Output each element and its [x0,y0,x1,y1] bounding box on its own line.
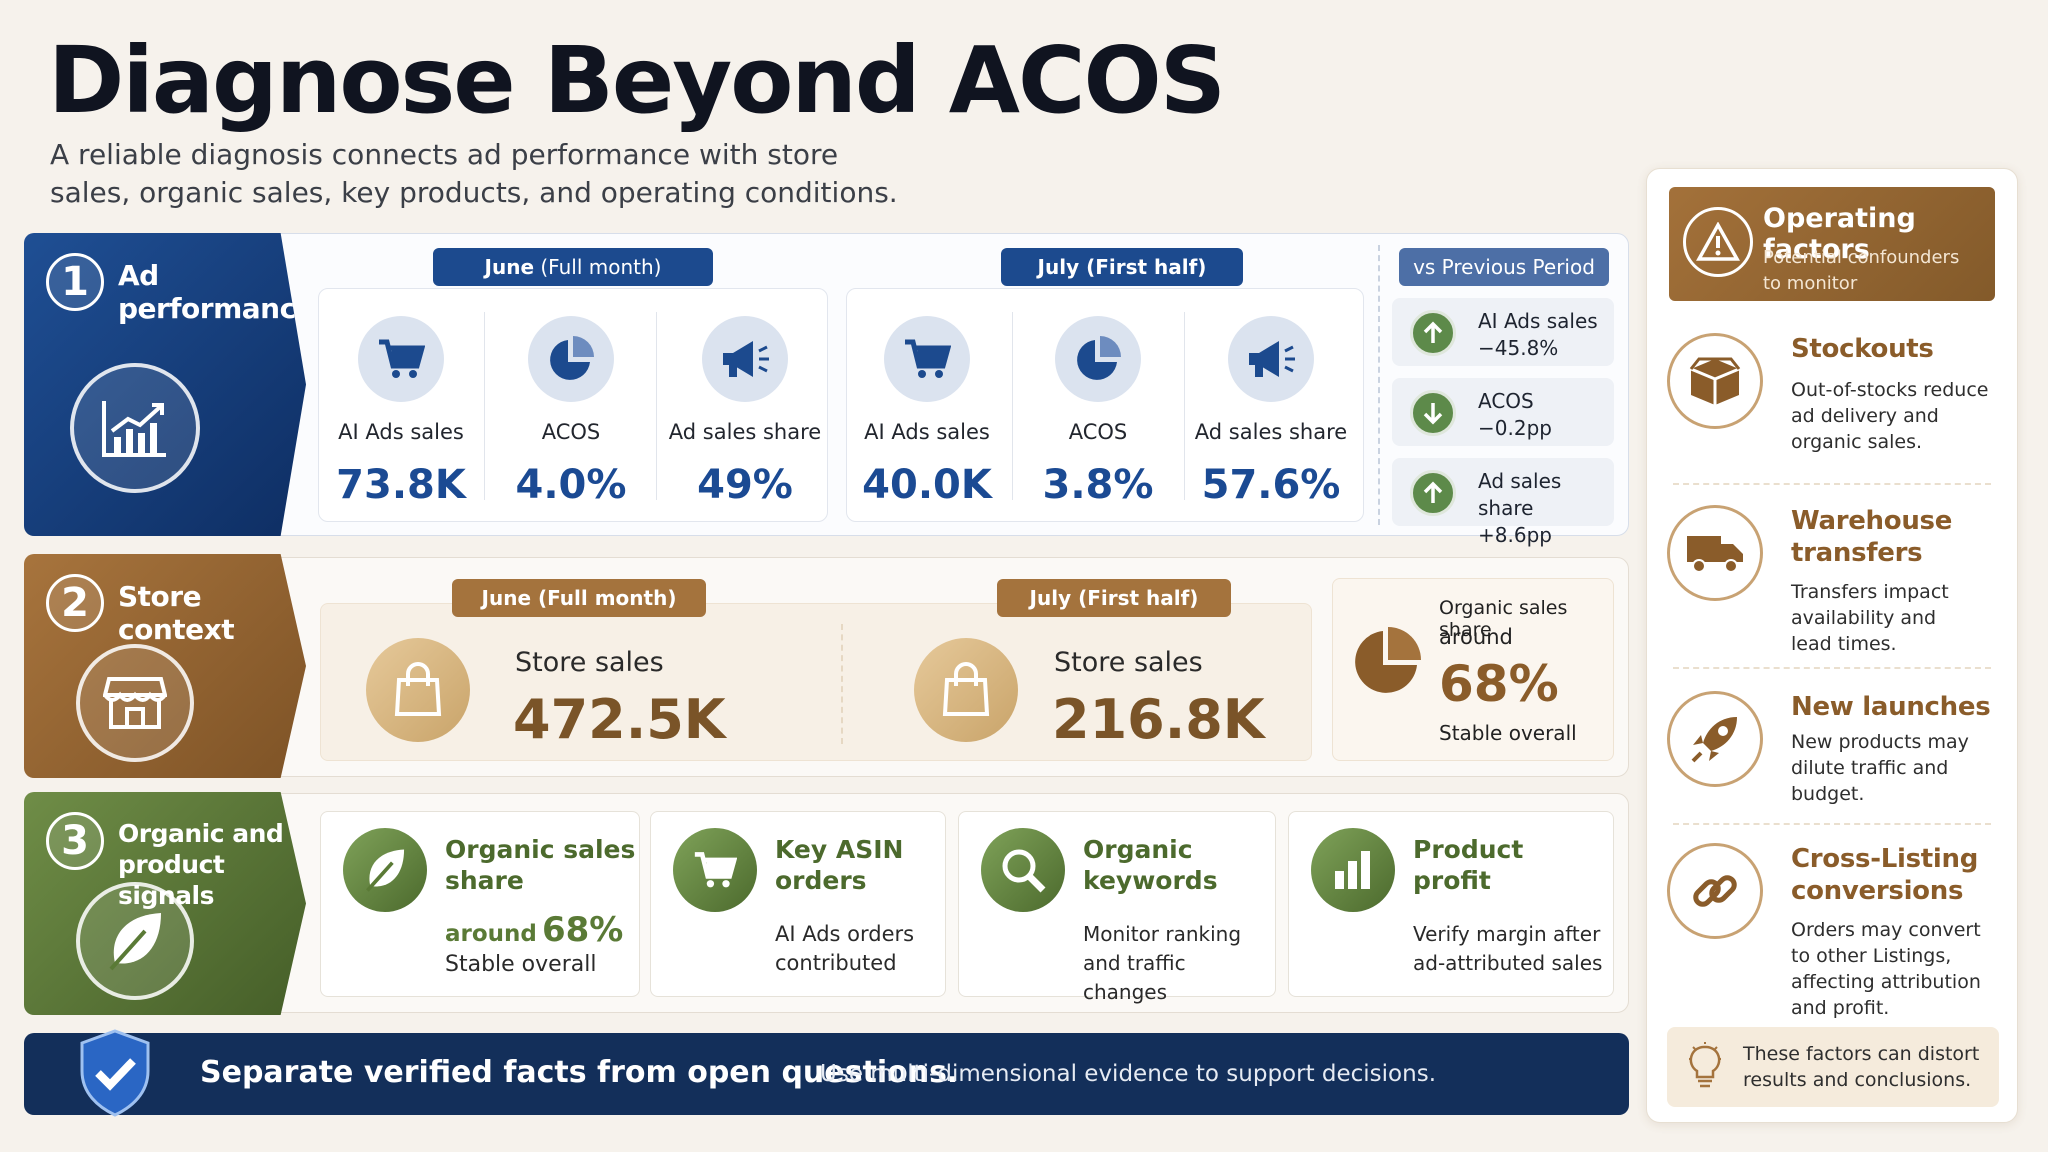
page-title: Diagnose Beyond ACOS [48,27,1226,134]
divider [484,312,485,500]
divider [656,312,657,500]
banner-text: Use multi-dimensional evidence to suppor… [820,1061,1437,1087]
divider [1673,483,1991,485]
metric-july-ad-sales-share: Ad sales share 57.6% [1186,316,1356,508]
growth-chart-icon [70,363,200,493]
pie-chart-icon [1055,316,1141,402]
megaphone-icon [702,316,788,402]
period-pill-vs-previous: vs Previous Period [1399,248,1609,286]
period-pill-june: June (Full month) [452,579,706,617]
leaf-icon [343,828,427,912]
metric-june-ai-ads-sales: AI Ads sales 73.8K [316,316,486,508]
leaf-icon [76,882,194,1000]
metric-july-ai-ads-sales: AI Ads sales 40.0K [842,316,1012,508]
period-pill-july: July (First half) [997,579,1231,617]
rocket-icon [1667,691,1763,787]
section-number: 3 [46,812,104,870]
section-number: 2 [46,574,104,632]
pie-chart-icon [528,316,614,402]
megaphone-icon [1228,316,1314,402]
page-subtitle: A reliable diagnosis connects ad perform… [50,138,898,209]
pie-chart-icon [1355,627,1421,693]
box-icon [1667,333,1763,429]
truck-icon [1667,505,1763,601]
store-sales-july-value: 216.8K [1052,688,1265,751]
storefront-icon [76,644,194,762]
section-tab-store-context: 2 Store context [24,554,306,778]
lightbulb-icon [1689,1042,1721,1088]
shield-check-icon [80,1029,150,1117]
metric-june-ad-sales-share: Ad sales share 49% [660,316,830,508]
shopping-bag-icon [914,638,1018,742]
banner-headline: Separate verified facts from open questi… [200,1055,959,1090]
organic-share-card: Organic sales share around 68% Stable ov… [1332,578,1614,761]
change-ad-sales-share: Ad sales share +8.6pp [1392,458,1614,547]
cart-icon [884,316,970,402]
sidebar-header: Operating factors Potential confounders … [1669,187,1995,301]
product-profit-card: Product profit Verify margin after ad-at… [1288,811,1614,997]
sidebar-note: These factors can distort results and co… [1667,1027,1999,1107]
key-takeaway-banner: Separate verified facts from open questi… [24,1029,1629,1117]
change-acos: ACOS −0.2pp [1392,378,1614,446]
key-asin-orders-card: Key ASIN orders AI Ads orders contribute… [650,811,946,997]
organic-sales-share-card: Organic sales share around 68% Stable ov… [320,811,640,997]
link-icon [1667,843,1763,939]
store-sales-label: Store sales [515,647,664,678]
period-pill-june: June (Full month) [433,248,713,286]
section-title: Ad performance [118,259,315,325]
organic-keywords-card: Organic keywords Monitor ranking and tra… [958,811,1276,1004]
period-pill-july: July (First half) [1001,248,1243,286]
operating-factors-sidebar: Operating factors Potential confounders … [1646,168,2018,1123]
section-tab-organic-signals: 3 Organic and product signals [24,792,306,1015]
up-arrow-icon [1410,470,1456,516]
down-arrow-icon [1410,390,1456,436]
magnifier-icon [981,828,1065,912]
up-arrow-icon [1410,310,1456,356]
divider [1378,245,1380,525]
divider [841,624,843,744]
section-title: Store context [118,580,235,646]
section-number: 1 [46,253,104,311]
cart-icon [358,316,444,402]
warning-icon [1683,207,1753,277]
divider [1673,667,1991,669]
divider [1673,823,1991,825]
bar-chart-icon [1311,828,1395,912]
metric-june-acos: ACOS 4.0% [486,316,656,508]
shopping-bag-icon [366,638,470,742]
divider [1012,312,1013,500]
section-tab-ad-performance: 1 Ad performance [24,233,306,536]
divider [1184,312,1185,500]
store-sales-label: Store sales [1054,647,1203,678]
store-sales-card [320,603,1312,761]
change-ai-ads-sales: AI Ads sales −45.8% [1392,298,1614,366]
cart-icon [673,828,757,912]
metric-july-acos: ACOS 3.8% [1013,316,1183,508]
store-sales-june-value: 472.5K [513,688,726,751]
